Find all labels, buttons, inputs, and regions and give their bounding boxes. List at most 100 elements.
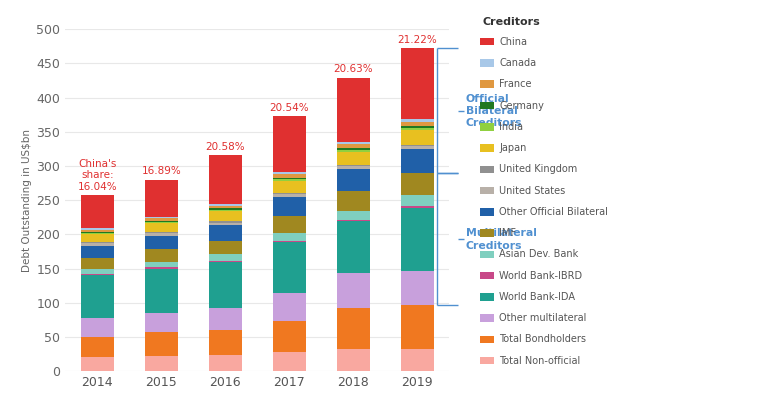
Text: Other Official Bilateral: Other Official Bilateral <box>499 207 608 217</box>
Bar <box>209 221 242 223</box>
Bar <box>81 246 114 258</box>
Text: World Bank-IBRD: World Bank-IBRD <box>499 271 582 281</box>
Bar <box>209 254 242 261</box>
Bar <box>336 221 370 273</box>
Bar <box>401 146 434 149</box>
Text: Multilateral
Creditors: Multilateral Creditors <box>466 228 537 251</box>
Bar <box>81 231 114 233</box>
Bar <box>81 318 114 337</box>
Bar <box>273 242 306 293</box>
Bar <box>273 241 306 242</box>
Bar <box>81 357 114 371</box>
Bar <box>144 216 178 218</box>
Text: 20.58%: 20.58% <box>206 142 245 152</box>
Bar <box>144 224 178 231</box>
Bar <box>401 121 434 126</box>
Bar <box>144 231 178 233</box>
Bar <box>401 48 434 119</box>
Text: World Bank-IDA: World Bank-IDA <box>499 292 575 302</box>
Bar <box>209 155 242 204</box>
Y-axis label: Debt Outstanding in US$bn: Debt Outstanding in US$bn <box>22 129 32 271</box>
Text: Japan: Japan <box>499 143 527 153</box>
Bar <box>273 293 306 321</box>
Bar <box>144 267 178 269</box>
Bar <box>144 180 178 216</box>
Bar <box>81 230 114 231</box>
Bar <box>336 220 370 221</box>
Bar <box>273 181 306 193</box>
Bar <box>81 337 114 357</box>
Bar <box>401 208 434 271</box>
Text: Total Non-official: Total Non-official <box>499 356 581 366</box>
Text: Total Bondholders: Total Bondholders <box>499 334 586 344</box>
Text: 20.63%: 20.63% <box>333 64 373 74</box>
Bar <box>401 149 434 173</box>
Bar <box>336 349 370 371</box>
Text: 20.54%: 20.54% <box>270 103 309 113</box>
Text: 16.89%: 16.89% <box>141 166 181 176</box>
Bar <box>336 148 370 150</box>
Bar <box>336 273 370 308</box>
Bar <box>401 131 434 145</box>
Bar <box>209 355 242 371</box>
Bar <box>401 119 434 121</box>
Bar <box>209 262 242 308</box>
Bar <box>209 204 242 206</box>
Bar <box>273 178 306 179</box>
Bar <box>144 221 178 222</box>
Bar <box>144 313 178 332</box>
Bar <box>144 233 178 236</box>
Bar <box>209 330 242 355</box>
Bar <box>81 234 114 242</box>
Bar <box>144 249 178 262</box>
Bar <box>209 223 242 226</box>
Bar <box>401 349 434 371</box>
Bar <box>273 321 306 352</box>
Text: IMF: IMF <box>499 228 516 238</box>
Bar <box>273 172 306 174</box>
Text: China's
share:
16.04%: China's share: 16.04% <box>78 159 117 192</box>
Bar <box>401 306 434 349</box>
Bar <box>144 218 178 221</box>
Text: China: China <box>499 37 527 47</box>
Bar <box>209 208 242 210</box>
Bar <box>336 191 370 211</box>
Bar <box>273 174 306 178</box>
Bar <box>209 210 242 211</box>
Bar <box>81 258 114 269</box>
Bar <box>273 116 306 172</box>
Bar <box>209 206 242 208</box>
Bar <box>209 211 242 221</box>
Bar <box>81 233 114 234</box>
Bar <box>336 308 370 349</box>
Bar <box>401 271 434 306</box>
Text: United States: United States <box>499 186 565 196</box>
Bar <box>401 173 434 196</box>
Bar <box>401 128 434 131</box>
Bar <box>336 152 370 165</box>
Bar <box>401 145 434 146</box>
Bar <box>336 211 370 220</box>
Bar <box>144 356 178 371</box>
Bar <box>81 242 114 243</box>
Bar <box>273 233 306 241</box>
Bar <box>81 228 114 230</box>
Text: United Kingdom: United Kingdom <box>499 164 578 174</box>
Bar <box>144 236 178 249</box>
Bar <box>401 126 434 128</box>
Bar <box>209 241 242 254</box>
Bar <box>336 150 370 152</box>
Text: Germany: Germany <box>499 100 544 111</box>
Bar <box>144 332 178 356</box>
Bar <box>273 194 306 197</box>
Bar <box>209 226 242 241</box>
Bar <box>336 78 370 142</box>
Bar <box>81 196 114 228</box>
Bar <box>273 179 306 181</box>
Text: France: France <box>499 79 531 89</box>
Text: Creditors: Creditors <box>482 17 540 27</box>
Text: 21.22%: 21.22% <box>397 35 437 45</box>
Text: India: India <box>499 122 523 132</box>
Bar <box>144 262 178 267</box>
Bar <box>401 196 434 206</box>
